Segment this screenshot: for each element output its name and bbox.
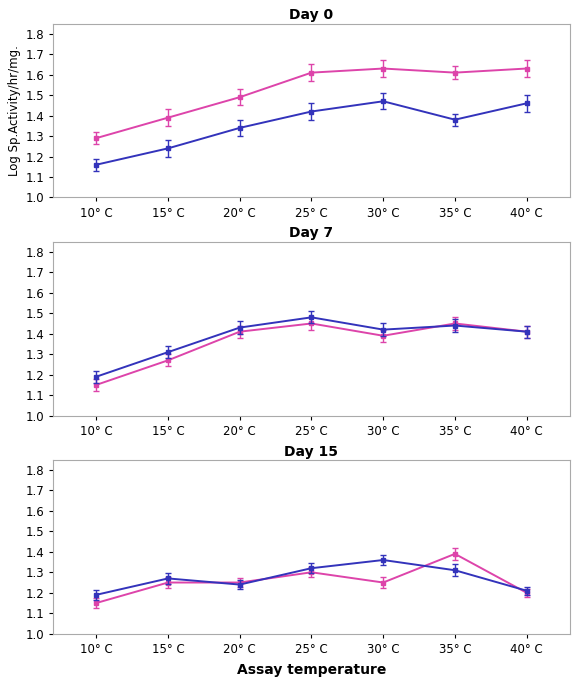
Title: Day 15: Day 15	[284, 445, 339, 458]
Y-axis label: Log Sp.Activity/hr/mg.: Log Sp.Activity/hr/mg.	[8, 45, 21, 176]
Title: Day 0: Day 0	[290, 8, 334, 23]
Title: Day 7: Day 7	[290, 227, 334, 240]
X-axis label: Assay temperature: Assay temperature	[237, 662, 386, 677]
